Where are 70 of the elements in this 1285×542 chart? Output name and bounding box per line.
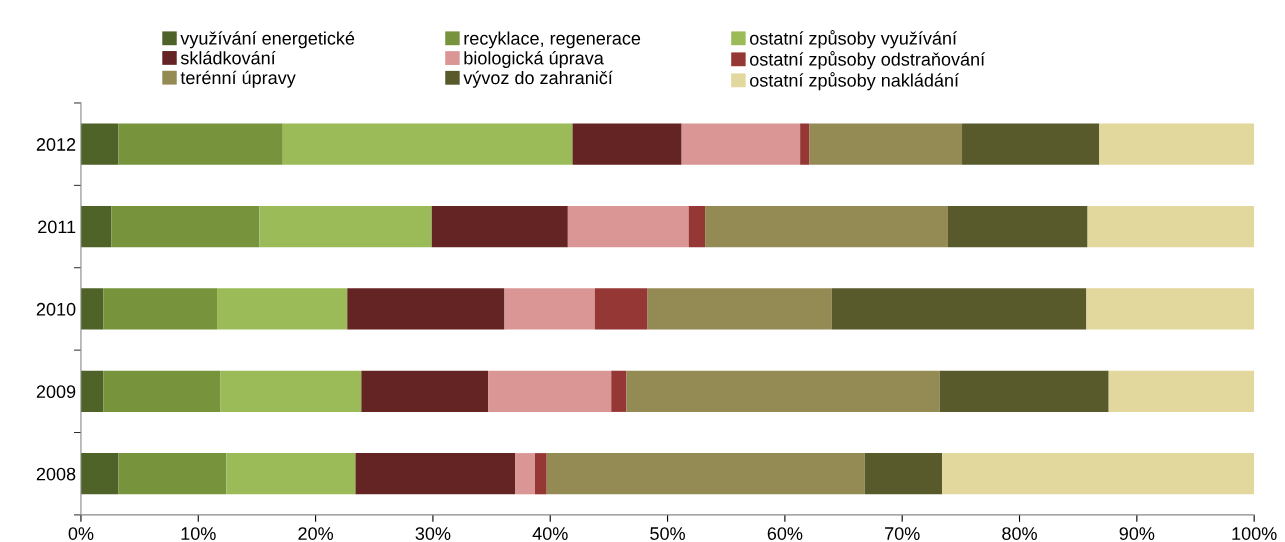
bar: [939, 370, 1109, 412]
bar: [546, 453, 865, 495]
x-tick-label: 80%: [1002, 527, 1037, 540]
bar: [831, 288, 1087, 330]
x-tick-label: 50%: [650, 527, 685, 540]
y-tick-label: 2012: [36, 138, 76, 151]
y-tick-label: 2010: [36, 302, 76, 316]
bar: [504, 288, 595, 330]
bar: [103, 370, 221, 412]
x-tick-label: 60%: [767, 527, 803, 540]
bar: [226, 453, 356, 495]
y-tick-label: 2009: [36, 385, 76, 399]
bar: [688, 205, 706, 248]
x-tick-label: 90%: [1119, 527, 1155, 540]
bar: [217, 288, 348, 330]
bar: [611, 370, 627, 412]
legend-label: využívání energetické: [180, 31, 355, 49]
bar: [594, 288, 648, 330]
legend-label: vývoz do zahraničí: [463, 70, 613, 88]
bar: [282, 123, 573, 165]
legend-label: ostatní způsoby využívání: [750, 30, 957, 49]
legend-label: ostatní způsoby nakládání: [750, 72, 959, 91]
legend-label: biologická úprava: [464, 51, 604, 69]
bar: [534, 453, 547, 495]
bar: [572, 123, 682, 165]
bar: [111, 205, 260, 248]
bar: [361, 370, 489, 412]
bar: [962, 123, 1100, 165]
bar: [431, 205, 568, 248]
bar: [864, 453, 943, 495]
bar: [80, 205, 112, 248]
bar: [220, 370, 362, 412]
bar: [809, 123, 963, 165]
bar: [80, 370, 104, 412]
x-tick-label: 10%: [181, 527, 216, 540]
bar: [626, 370, 940, 412]
x-tick-label: 20%: [298, 527, 334, 540]
bar: [947, 205, 1088, 248]
x-tick-label: 0%: [68, 527, 94, 540]
bar: [1087, 205, 1255, 248]
x-tick-label: 100%: [1232, 527, 1277, 540]
bar: [103, 288, 218, 330]
bar: [942, 453, 1255, 495]
bar: [118, 453, 227, 495]
bar: [705, 205, 948, 248]
bar: [118, 123, 283, 165]
x-tick-label: 40%: [532, 527, 568, 540]
bar: [800, 123, 810, 165]
legend-label: terénní úpravy: [180, 70, 296, 88]
bar: [1099, 123, 1255, 165]
legend-label: skládkování: [180, 50, 276, 65]
legend-label: recyklace, regenerace: [464, 31, 641, 49]
bar: [80, 453, 119, 495]
x-tick-label: 30%: [415, 527, 451, 540]
y-tick-label: 2011: [38, 220, 76, 234]
legend-label: ostatní způsoby odstraňování: [750, 51, 986, 70]
bar: [515, 453, 535, 495]
bar: [1108, 370, 1255, 412]
y-tick-label: 2008: [36, 467, 76, 481]
bar: [355, 453, 516, 495]
bar: [347, 288, 505, 330]
x-tick-label: 70%: [885, 527, 920, 540]
bar: [80, 123, 119, 165]
bar: [567, 205, 689, 248]
bar: [259, 205, 432, 248]
bar: [80, 288, 104, 330]
bar: [681, 123, 801, 165]
bar: [488, 370, 612, 412]
bar: [647, 288, 832, 330]
bar: [1086, 288, 1255, 330]
